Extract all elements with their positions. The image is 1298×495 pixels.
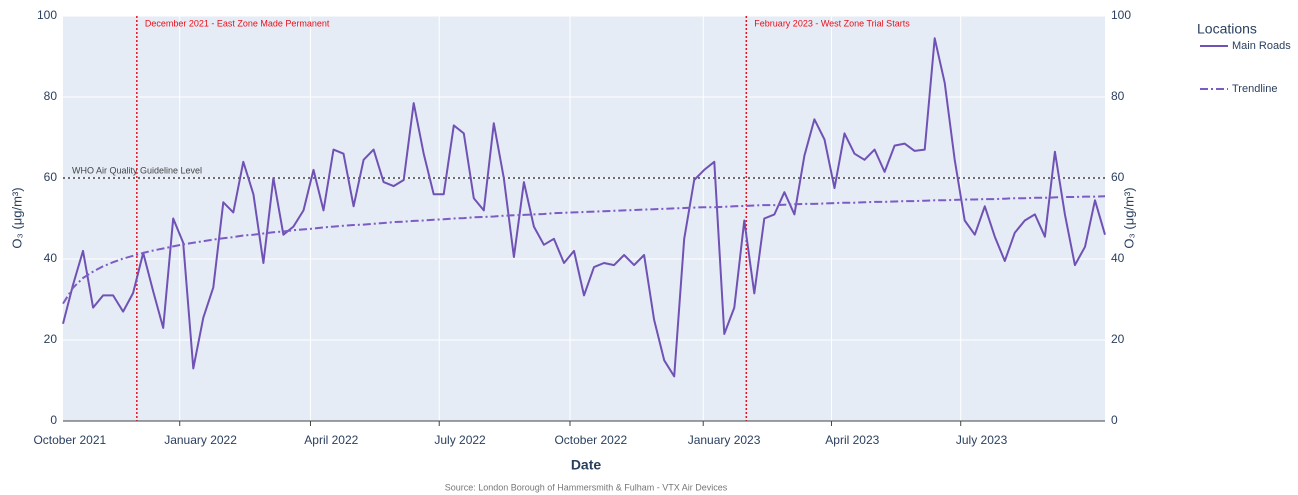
y-tick-label: 80 <box>44 89 58 103</box>
series-line <box>62 195 1106 305</box>
y2-tick-label: 100 <box>1111 8 1131 22</box>
x-axis-title: Date <box>571 457 602 473</box>
source-note: Source: London Borough of Hammersmith & … <box>445 482 728 492</box>
y-axis-title: O₃ (μg/m³) <box>9 187 24 248</box>
y-tick-label: 100 <box>37 8 57 22</box>
x-tick-label: July 2023 <box>956 433 1008 447</box>
plot-area <box>63 16 1105 421</box>
series-line <box>62 37 1106 378</box>
event-label: December 2021 - East Zone Made Permanent <box>145 18 330 28</box>
guideline-label: WHO Air Quality Guideline Level <box>72 165 202 175</box>
event-label: February 2023 - West Zone Trial Starts <box>754 18 910 28</box>
y2-tick-label: 80 <box>1111 89 1125 103</box>
legend-label: Trendline <box>1232 83 1277 95</box>
x-tick-label: April 2022 <box>304 433 358 447</box>
y-tick-label: 0 <box>50 413 57 427</box>
x-tick-label: April 2023 <box>825 433 879 447</box>
legend-title: Locations <box>1197 21 1257 37</box>
x-tick-label: January 2022 <box>164 433 237 447</box>
y-tick-label: 20 <box>44 332 58 346</box>
y2-tick-label: 0 <box>1111 413 1118 427</box>
y2-tick-label: 40 <box>1111 251 1125 265</box>
y2-tick-label: 20 <box>1111 332 1125 346</box>
x-tick-label: July 2022 <box>434 433 486 447</box>
y2-tick-label: 60 <box>1111 170 1125 184</box>
x-tick-label: October 2021 <box>33 433 106 447</box>
x-tick-label: January 2023 <box>688 433 761 447</box>
x-tick-label: October 2022 <box>554 433 627 447</box>
y-tick-label: 60 <box>44 170 58 184</box>
y-tick-label: 40 <box>44 251 58 265</box>
legend-label: Main Roads <box>1232 40 1291 52</box>
y2-axis-title: O₃ (μg/m³) <box>1121 187 1136 248</box>
